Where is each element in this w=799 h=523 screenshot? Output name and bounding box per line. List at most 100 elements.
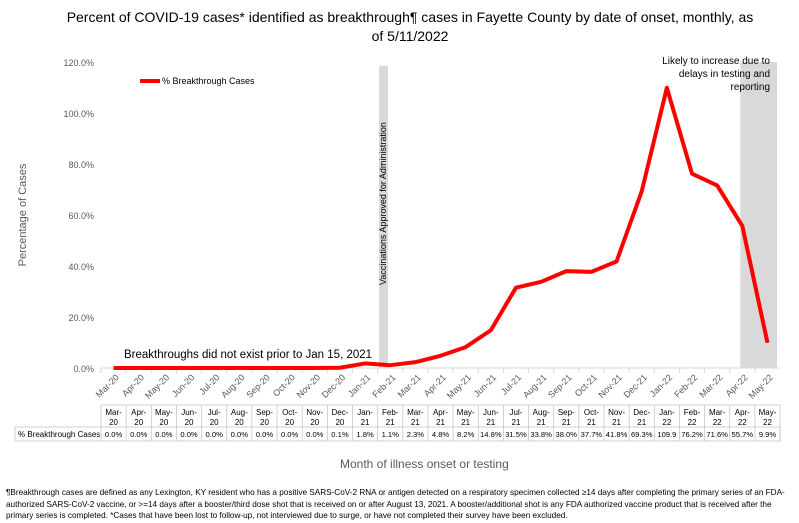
series-line [113,85,770,370]
table-header-month: Dec- [331,408,348,417]
vaccination-annotation: Vaccinations Approved for Administration [378,122,388,285]
table-header-year: 20 [159,418,168,427]
table-header-month: Apr- [131,408,146,417]
x-tick-label: Mar-22 [697,372,724,399]
x-tick-label: Oct-21 [573,372,599,398]
table-cell: 2.3% [407,430,425,439]
table-header-year: 20 [335,418,344,427]
table-header-month: Oct- [584,408,599,417]
table-cell: 76.2% [681,430,703,439]
table-header-year: 21 [361,418,370,427]
table-cell: 0.0% [281,430,299,439]
x-tick-label: Dec-20 [320,372,348,400]
x-tick-label: Oct-20 [271,372,297,398]
x-tick-label: May-21 [445,372,473,400]
table-cell: 109.9 [657,430,676,439]
x-tick-label: Aug-20 [219,372,247,400]
table-header-month: Nov- [306,408,323,417]
table-cell: 37.7% [581,430,603,439]
table-header-month: Feb- [382,408,399,417]
table-cell: 31.5% [505,430,527,439]
likely-increase-annotation: Likely to increase due to [662,56,770,67]
table-header-year: 21 [386,418,395,427]
y-tick-label: 40.0% [68,262,94,272]
table-cell: 0.1% [331,430,349,439]
table-header-year: 21 [537,418,546,427]
table-header-year: 21 [562,418,571,427]
table-cell: 1.8% [356,430,374,439]
table-header-year: 22 [713,418,722,427]
table-header-year: 21 [512,418,521,427]
table-header-year: 20 [134,418,143,427]
table-header-year: 20 [260,418,269,427]
x-tick-label: Mar-21 [396,372,423,399]
table-cell: 33.8% [530,430,552,439]
x-tick-label: Jun-21 [472,372,499,399]
table-header-year: 22 [738,418,747,427]
table-cell: 69.3% [631,430,653,439]
table-header-month: May- [759,408,777,417]
table-cell: 0.0% [231,430,249,439]
table-header-month: Jun- [483,408,499,417]
table-header-month: Dec- [633,408,650,417]
table-header-month: May- [457,408,475,417]
table-header-month: Sep- [558,408,575,417]
table-cell: 14.8% [480,430,502,439]
table-cell: 0.0% [155,430,173,439]
table-header-month: Aug- [533,408,550,417]
x-tick-label: Sep-21 [546,372,574,400]
x-tick-label: Feb-22 [672,372,699,399]
table-header-month: May- [155,408,173,417]
table-header-month: Nov- [608,408,625,417]
table-header-month: Mar- [407,408,424,417]
table-cell: 55.7% [732,430,754,439]
table-header-year: 20 [285,418,294,427]
table-header-year: 21 [436,418,445,427]
x-tick-label: May-20 [143,372,171,400]
table-cell: 0.0% [306,430,324,439]
table-header-month: Mar- [105,408,122,417]
reporting-delay-band [740,62,778,368]
table-header-year: 21 [411,418,420,427]
x-tick-label: Jan-21 [346,372,373,399]
x-tick-label: Apr-21 [422,372,448,398]
table-header-year: 21 [587,418,596,427]
table-cell: 0.0% [180,430,198,439]
table-header-year: 20 [235,418,244,427]
footnote: ¶Breakthrough cases are defined as any L… [6,488,785,520]
table-cell: 0.0% [105,430,123,439]
table-header-year: 21 [637,418,646,427]
x-axis-label: Month of illness onset or testing [340,457,509,471]
table-row-label: % Breakthrough Cases [18,430,100,439]
x-tick-label: Nov-21 [596,372,624,400]
table-header-month: Jul- [208,408,221,417]
table-cell: 71.6% [706,430,728,439]
likely-increase-annotation: reporting [731,82,770,93]
table-header-month: Jun- [181,408,197,417]
table-cell: 0.0% [130,430,148,439]
table-header-month: Oct- [282,408,297,417]
table-cell: 1.1% [382,430,400,439]
table-header-year: 22 [662,418,671,427]
x-tick-label: Dec-21 [622,372,650,400]
table-cell: 8.2% [457,430,475,439]
table-header-year: 22 [763,418,772,427]
table-header-year: 20 [310,418,319,427]
table-header-year: 21 [461,418,470,427]
x-tick-label: Nov-20 [295,372,323,400]
table-cell: 0.0% [256,430,274,439]
y-tick-label: 0.0% [73,364,94,374]
x-tick-label: Jul-20 [197,372,221,396]
x-tick-label: Apr-20 [120,372,146,398]
x-tick-label: May-22 [747,372,775,400]
table-header-month: Jan- [357,408,373,417]
table-cell: 41.8% [606,430,628,439]
table-cell: 0.0% [206,430,224,439]
y-tick-label: 60.0% [68,211,94,221]
y-tick-label: 80.0% [68,160,94,170]
table-header-month: Jul- [510,408,523,417]
legend-label: % Breakthrough Cases [162,76,255,86]
x-tick-label: Jun-20 [170,372,197,399]
